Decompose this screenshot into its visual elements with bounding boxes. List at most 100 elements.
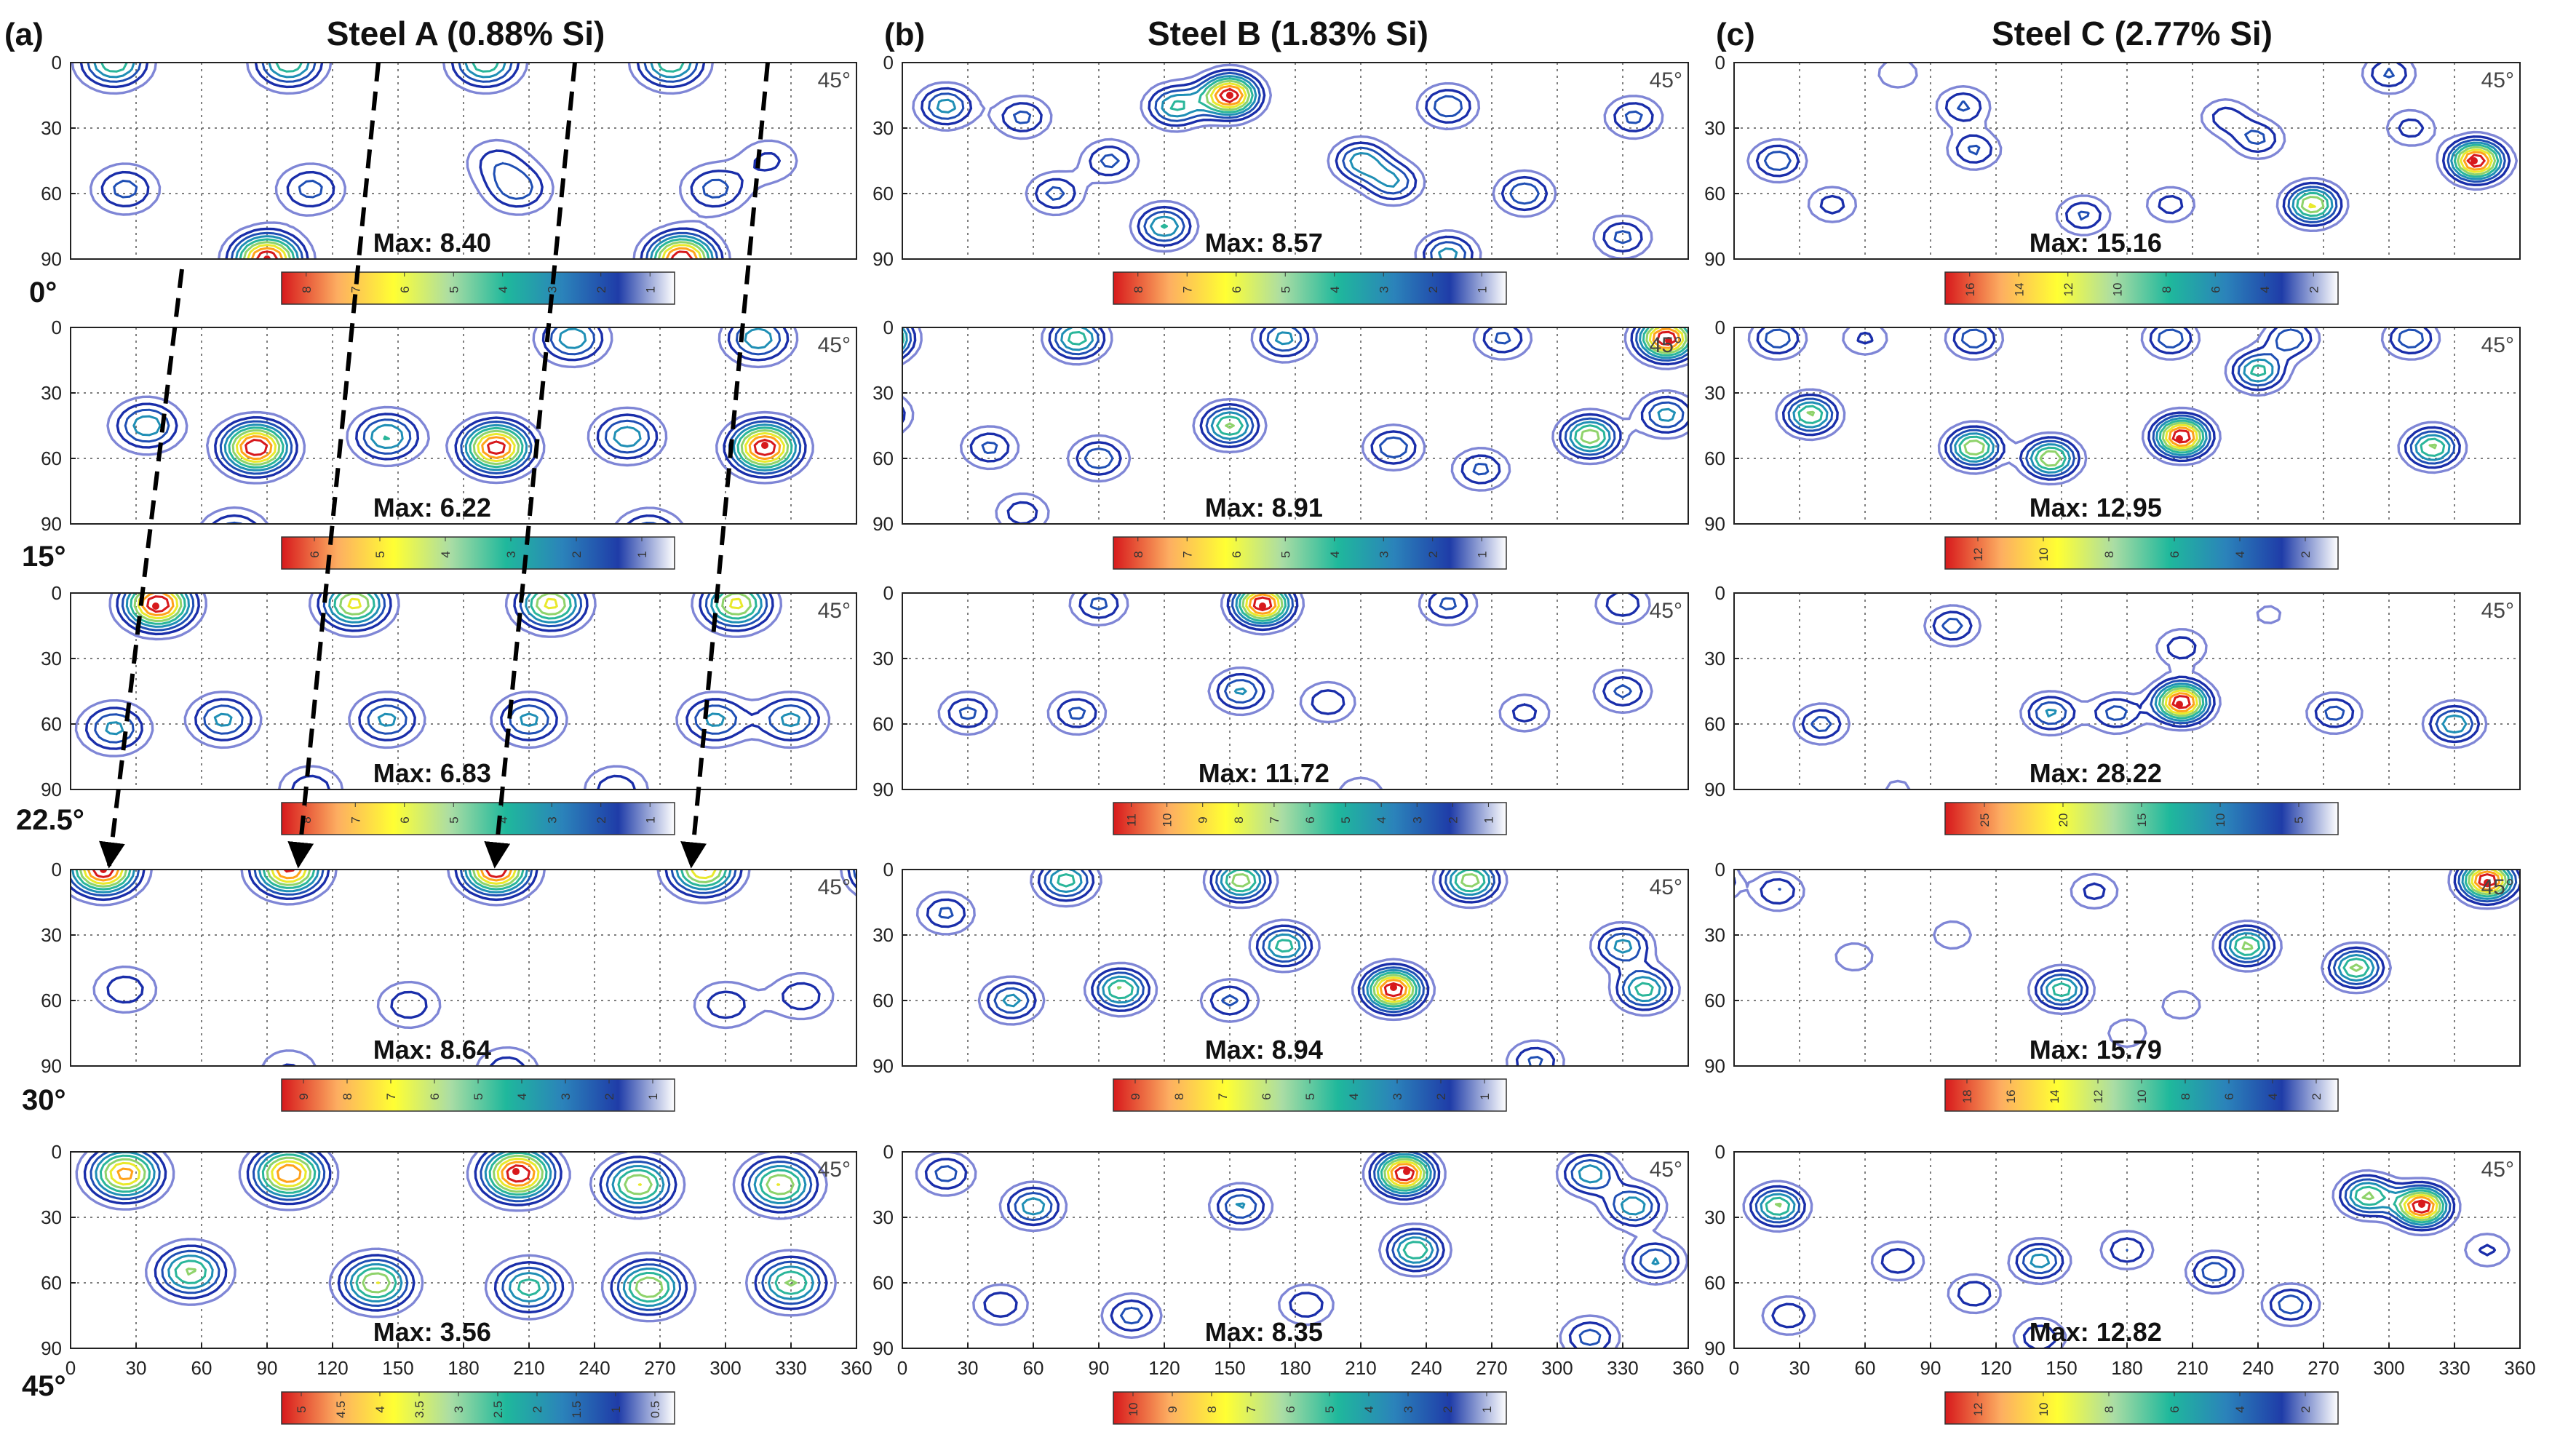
x-tick-label: 300 xyxy=(709,1357,741,1379)
x-tick-label: 360 xyxy=(2504,1357,2535,1379)
contour-line xyxy=(2308,148,2493,209)
x-tick-label: 150 xyxy=(382,1357,413,1379)
colorbar-tick: 2 xyxy=(1426,286,1440,293)
contour-line xyxy=(1754,1178,2452,1315)
section-angle-label: 45° xyxy=(1650,68,1682,92)
colorbar-tick: 1 xyxy=(1482,816,1495,823)
contour-line xyxy=(1778,870,2518,1006)
colorbar-tick: 3 xyxy=(504,551,518,557)
contour-line xyxy=(937,593,1653,789)
colorbar-tick: 6 xyxy=(308,551,322,557)
colorbar-tick: 15 xyxy=(2135,813,2149,827)
max-value-label: Max: 15.79 xyxy=(2030,1035,2162,1065)
y-tick-label: 30 xyxy=(872,1206,894,1228)
y-tick-label: 0 xyxy=(52,52,62,73)
peak-shift-arrows xyxy=(99,62,770,869)
contour-line xyxy=(2412,1199,2431,1214)
contour-line xyxy=(1742,1169,2511,1348)
peak-shift-arrow xyxy=(287,62,381,869)
colorbar-tick: 2 xyxy=(1441,1406,1455,1412)
colorbar-tick: 1 xyxy=(643,286,657,293)
x-tick-label: 120 xyxy=(317,1357,348,1379)
max-point xyxy=(2418,1201,2425,1208)
colorbar: 9 8 7 6 5 4 3 2 1 xyxy=(281,1078,675,1112)
colorbar-tick: 2 xyxy=(603,1093,616,1099)
colorbar-tick: 2 xyxy=(2310,1093,2323,1099)
contour-line xyxy=(2296,143,2500,217)
colorbar-tick: 5 xyxy=(447,816,461,823)
contour-line xyxy=(2478,873,2497,888)
contour-line xyxy=(255,250,693,259)
contour-line xyxy=(146,595,170,613)
max-value-label: Max: 6.83 xyxy=(373,758,491,788)
contour-line xyxy=(1248,593,1277,615)
y-tick-label: 60 xyxy=(872,713,894,735)
colorbar-tick: 8 xyxy=(1172,1093,1186,1099)
colorbar-tick: 6 xyxy=(1260,1093,1273,1099)
section-angle-label: 45° xyxy=(1650,333,1682,357)
section-angle-label: 45° xyxy=(1650,1158,1682,1182)
x-tick-label: 60 xyxy=(191,1357,212,1379)
contour-line xyxy=(2171,429,2191,444)
colorbar-tick: 6 xyxy=(2222,1093,2236,1099)
x-tick-label: 360 xyxy=(1672,1357,1704,1379)
contour-line xyxy=(85,593,820,789)
x-tick-label: 60 xyxy=(1023,1357,1044,1379)
colorbar-tick: 2 xyxy=(595,286,608,293)
colorbar-tick: 2 xyxy=(1426,551,1440,557)
peak-shift-arrow xyxy=(99,268,184,869)
odf-panel: 0 30 60 90 45° Max: 8.91 8 7 6 5 4 3 2 1 xyxy=(872,317,1689,570)
contour-line xyxy=(94,593,811,744)
contour-line xyxy=(1656,330,1677,346)
colorbar-tick: 7 xyxy=(349,816,362,823)
colorbar-tick: 6 xyxy=(1230,551,1244,557)
y-tick-label: 90 xyxy=(872,1337,894,1359)
contour-line xyxy=(1810,618,2474,739)
colorbar-tick: 5 xyxy=(1339,816,1353,823)
x-tick-label: 330 xyxy=(775,1357,806,1379)
contour-line xyxy=(228,426,793,469)
colorbar-tick: 4 xyxy=(2233,551,2247,557)
contour-line xyxy=(105,593,800,736)
max-value-label: Max: 8.40 xyxy=(373,228,491,258)
max-value-label: Max: 3.56 xyxy=(373,1317,491,1347)
max-point xyxy=(2470,157,2478,164)
x-tick-label: 210 xyxy=(2177,1357,2208,1379)
contour-line xyxy=(1792,604,2488,789)
section-angle-label: 45° xyxy=(2481,68,2514,92)
max-point xyxy=(100,870,107,873)
y-tick-label: 30 xyxy=(41,382,62,404)
contour-line xyxy=(247,244,702,259)
colorbar-tick: 6 xyxy=(398,286,412,293)
colorbar-tick: 4 xyxy=(515,1093,529,1099)
colorbar-tick: 10 xyxy=(2037,1403,2051,1417)
odf-panel: 0 30 60 90 45° Max: 6.83 8 7 6 5 4 3 2 1 xyxy=(41,582,857,835)
colorbar-tick: 4 xyxy=(373,1406,387,1412)
contour-line xyxy=(2403,1193,2438,1220)
colorbar: 16 14 12 10 8 6 4 2 xyxy=(1944,271,2339,305)
odf-panel: 0 30 60 90 45° Max: 8.64 9 8 7 6 5 4 3 2 1 xyxy=(41,859,857,1112)
x-tick-label: 30 xyxy=(958,1357,979,1379)
contour-line xyxy=(133,593,752,622)
colorbar-tick: 9 xyxy=(297,1093,311,1099)
colorbar: 5 4.5 4 3.5 3 2.5 2 1.5 1 0.5 xyxy=(281,1391,675,1425)
column-title-b: Steel B (1.83% Si) xyxy=(1148,15,1428,52)
max-value-label: Max: 12.82 xyxy=(2030,1317,2162,1347)
contour-line xyxy=(2045,682,2468,734)
contour-line xyxy=(915,870,1681,1066)
colorbar-tick: 5 xyxy=(447,286,461,293)
contour-line xyxy=(104,1154,798,1298)
y-tick-label: 90 xyxy=(1704,248,1725,270)
x-tick-label: 300 xyxy=(1541,1357,1573,1379)
max-point xyxy=(263,255,271,259)
x-tick-label: 0 xyxy=(1729,1357,1739,1379)
x-tick-label: 150 xyxy=(2046,1357,2077,1379)
colorbar-tick: 1 xyxy=(1475,286,1489,293)
colorbar-tick: 25 xyxy=(1978,813,1992,827)
y-tick-label: 30 xyxy=(41,1206,62,1228)
odf-panel: 0 30 60 90 45° Max: 8.40 8 7 6 5 4 3 2 1 xyxy=(41,52,857,305)
max-value-label: Max: 8.94 xyxy=(1205,1035,1323,1065)
colorbar: 12 10 8 6 4 2 xyxy=(1944,536,2339,570)
max-value-label: Max: 8.35 xyxy=(1205,1317,1323,1347)
